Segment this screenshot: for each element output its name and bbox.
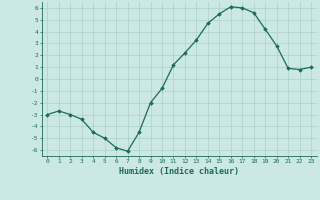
X-axis label: Humidex (Indice chaleur): Humidex (Indice chaleur)	[119, 167, 239, 176]
